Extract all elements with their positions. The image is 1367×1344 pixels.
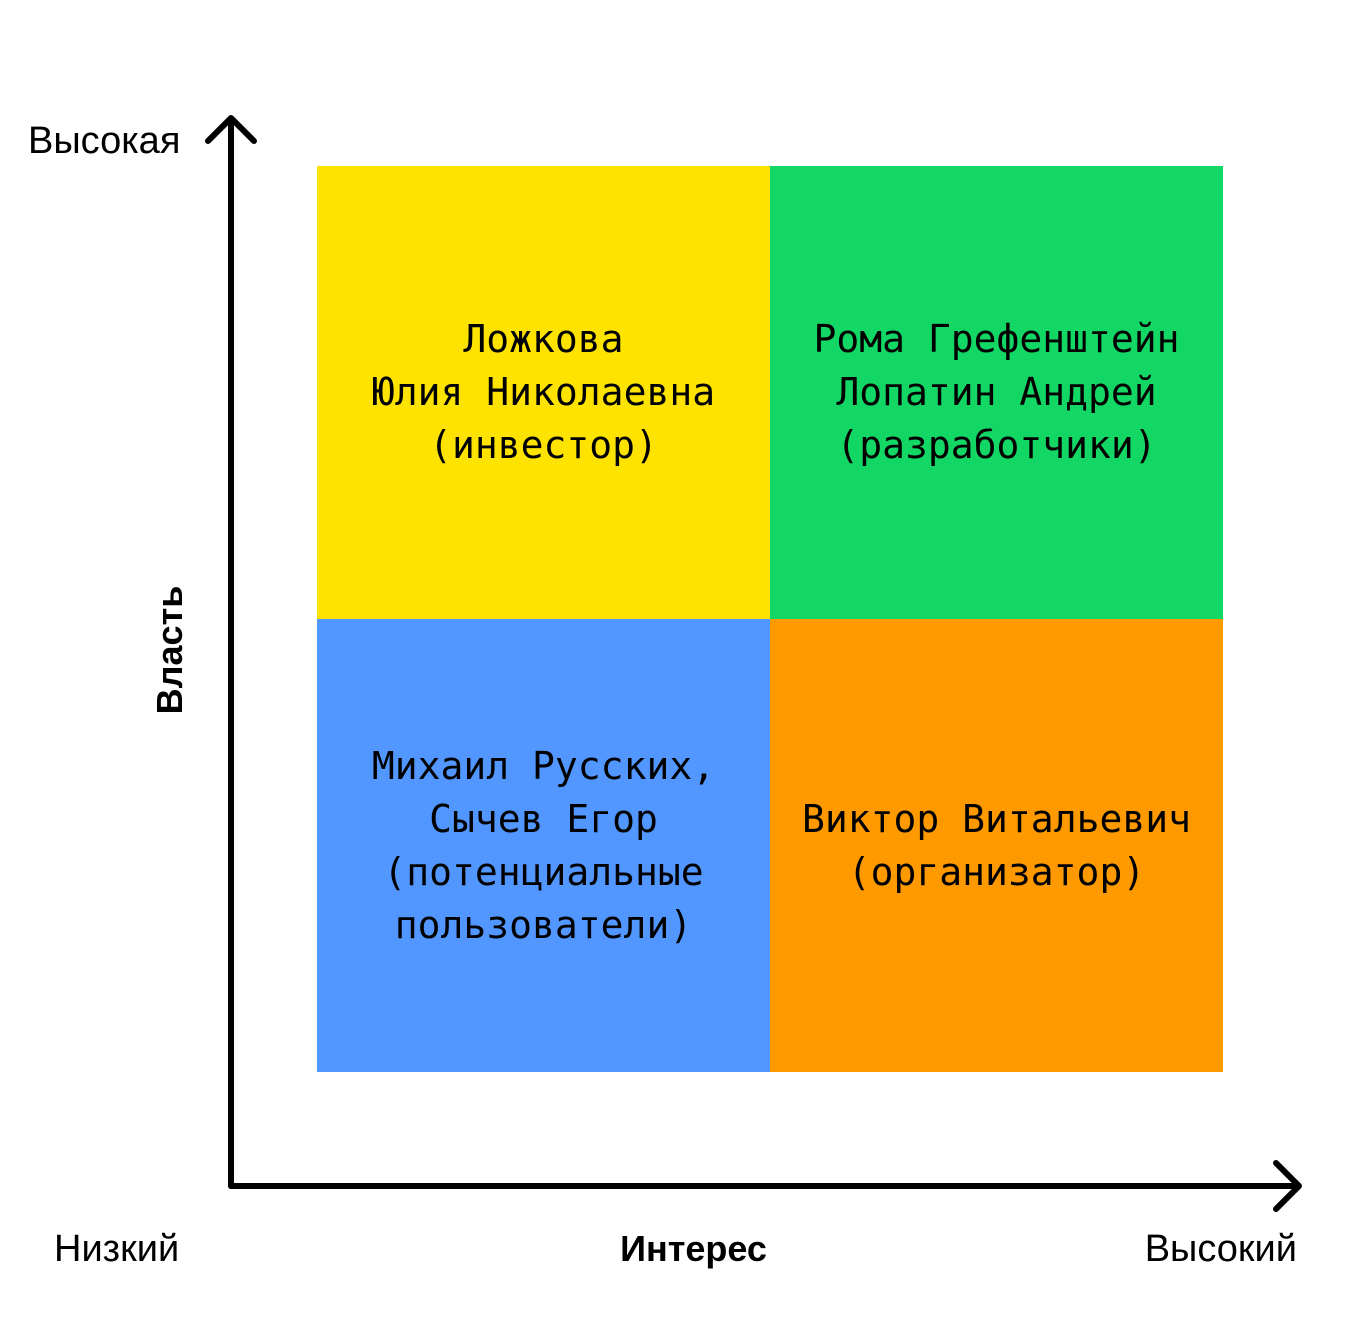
x-axis-title: Интерес bbox=[620, 1228, 767, 1269]
quadrant-text: Ложкова Юлия Николаевна (инвестор) bbox=[371, 317, 716, 467]
quadrant-text: Рома Грефенштейн Лопатин Андрей (разрабо… bbox=[813, 317, 1180, 467]
quadrant-low-power-high-interest: Виктор Витальевич (организатор) bbox=[770, 619, 1223, 1072]
y-axis-high-label: Высокая bbox=[28, 120, 181, 162]
quadrant-high-power-high-interest: Рома Грефенштейн Лопатин Андрей (разрабо… bbox=[770, 166, 1223, 619]
quadrant-high-power-low-interest: Ложкова Юлия Николаевна (инвестор) bbox=[317, 166, 770, 619]
x-axis-arrowhead bbox=[1273, 1160, 1302, 1212]
quadrant-low-power-low-interest: Михаил Русских, Сычев Егор (потенциальны… bbox=[317, 619, 770, 1072]
x-axis-low-label: Низкий bbox=[54, 1228, 180, 1270]
y-axis-arrowhead bbox=[205, 115, 257, 144]
y-axis-title: Власть bbox=[149, 585, 190, 715]
quadrant-text: Михаил Русских, Сычев Егор (потенциальны… bbox=[371, 743, 716, 947]
x-axis-high-label: Высокий bbox=[1144, 1228, 1297, 1270]
quadrant-text: Виктор Витальевич (организатор) bbox=[802, 796, 1191, 894]
